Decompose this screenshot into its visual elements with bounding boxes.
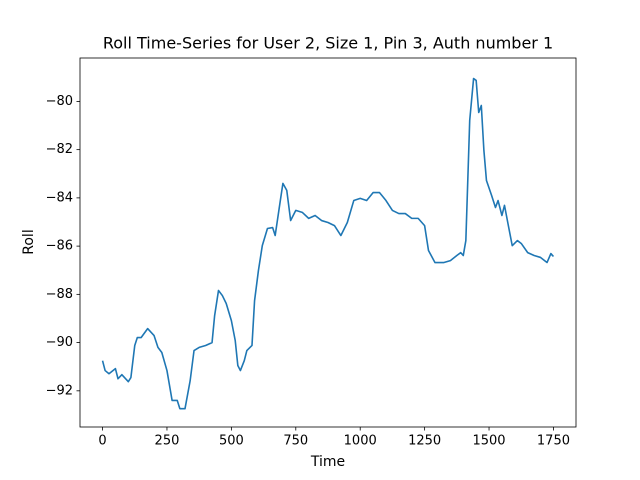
x-tick-label: 250 — [155, 434, 180, 449]
x-tick-label: 0 — [98, 434, 106, 449]
y-tick-label: −84 — [46, 190, 73, 205]
y-tick-label: −80 — [46, 94, 73, 109]
x-tick-label: 750 — [283, 434, 308, 449]
y-tick-label: −82 — [46, 142, 73, 157]
x-tick-label: 500 — [219, 434, 244, 449]
x-tick-label: 1000 — [344, 434, 377, 449]
plot-frame — [79, 57, 577, 428]
x-tick-label: 1500 — [472, 434, 505, 449]
y-tick-label: −86 — [46, 239, 73, 254]
y-tick-label: −88 — [46, 287, 73, 302]
x-tick-label: 1250 — [408, 434, 441, 449]
y-tick-label: −92 — [46, 383, 73, 398]
chart-title: Roll Time-Series for User 2, Size 1, Pin… — [103, 34, 553, 53]
x-tick-label: 1750 — [537, 434, 570, 449]
data-line — [101, 77, 555, 410]
y-tick-label: −90 — [46, 335, 73, 350]
y-axis-title: Roll — [21, 229, 37, 254]
x-axis-title: Time — [310, 454, 345, 470]
